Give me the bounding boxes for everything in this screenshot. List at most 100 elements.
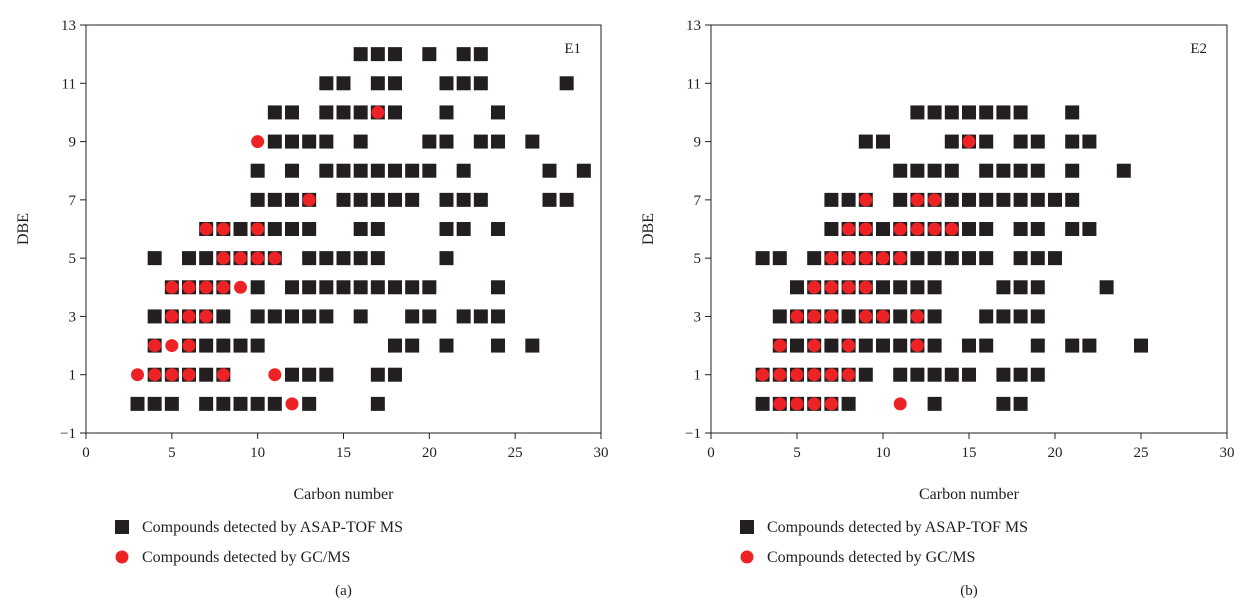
data-point-square: [979, 251, 994, 266]
data-point-square: [996, 396, 1011, 411]
data-point-square: [944, 367, 959, 382]
x-tick-label: 25: [508, 445, 523, 461]
data-point-square: [1013, 367, 1028, 382]
data-point-circle: [824, 368, 838, 382]
data-point-square: [336, 105, 351, 120]
series-gc-ms: [756, 135, 976, 411]
data-point-circle: [251, 251, 265, 265]
data-point-square: [1030, 338, 1045, 353]
x-tick-label: 5: [168, 445, 176, 461]
data-point-square: [319, 367, 334, 382]
data-point-square: [147, 251, 162, 266]
data-point-square: [525, 338, 540, 353]
data-point-square: [910, 105, 925, 120]
data-point-square: [302, 222, 317, 236]
data-point-square: [927, 163, 942, 178]
data-point-circle: [910, 222, 924, 236]
data-point-square: [370, 251, 385, 266]
data-point-square: [1013, 163, 1028, 178]
data-point-square: [456, 76, 471, 91]
data-point-square: [405, 338, 420, 353]
x-tick-label: 20: [422, 445, 437, 461]
data-point-square: [267, 105, 282, 120]
data-point-circle: [859, 222, 873, 236]
data-point-circle: [807, 397, 821, 411]
data-point-circle: [165, 309, 179, 323]
data-point-circle: [234, 280, 247, 294]
y-tick-label: 11: [62, 76, 76, 92]
data-point-square: [576, 163, 591, 178]
data-point-circle: [790, 368, 804, 382]
data-point-square: [927, 367, 942, 382]
data-point-square: [1013, 105, 1028, 120]
data-point-square: [1030, 309, 1045, 324]
data-point-circle: [824, 397, 838, 411]
x-tick-label: 15: [962, 445, 977, 461]
data-point-circle: [285, 397, 299, 411]
data-point-square: [456, 192, 471, 207]
data-point-square: [491, 309, 505, 324]
data-point-square: [302, 309, 317, 324]
data-point-square: [1082, 222, 1097, 236]
legend-label: Compounds detected by ASAP-TOF MS: [142, 519, 403, 536]
data-point-square: [979, 222, 994, 236]
data-point-circle: [790, 397, 804, 411]
data-point-circle: [790, 309, 804, 323]
data-point-circle: [199, 309, 213, 323]
y-tick-label: 9: [694, 135, 702, 151]
data-point-square: [893, 163, 908, 178]
data-point-square: [388, 105, 402, 120]
y-tick-label: 13: [686, 18, 701, 34]
data-point-square: [388, 163, 402, 178]
data-point-square: [927, 105, 942, 120]
y-tick-label: 9: [69, 135, 77, 151]
data-point-square: [388, 367, 402, 382]
data-point-square: [353, 309, 368, 324]
data-point-square: [250, 338, 265, 353]
data-point-square: [302, 251, 317, 266]
data-point-square: [147, 309, 162, 324]
data-point-square: [388, 76, 402, 91]
data-point-square: [267, 396, 282, 411]
data-point-square: [216, 338, 231, 353]
data-point-square: [979, 163, 994, 178]
data-point-square: [893, 338, 908, 353]
data-point-circle: [842, 251, 856, 265]
data-point-circle: [148, 339, 162, 353]
data-point-square: [893, 192, 908, 207]
data-point-square: [473, 134, 488, 149]
data-point-square: [319, 309, 334, 324]
data-point-square: [216, 309, 231, 324]
data-point-square: [1013, 192, 1028, 207]
data-point-square: [1134, 338, 1148, 353]
y-tick-label: 5: [69, 251, 77, 267]
data-point-square: [285, 367, 299, 382]
data-point-square: [353, 192, 368, 207]
data-point-circle: [876, 251, 890, 265]
data-point-square: [996, 280, 1011, 295]
data-point-square: [285, 309, 299, 324]
data-point-circle: [893, 397, 907, 411]
data-point-circle: [773, 368, 787, 382]
y-axis-label: DBE: [15, 213, 32, 245]
data-point-square: [962, 367, 976, 382]
data-point-square: [164, 396, 179, 411]
data-point-square: [841, 396, 856, 411]
data-point-square: [353, 280, 368, 295]
data-point-circle: [165, 368, 179, 382]
data-point-square: [473, 192, 488, 207]
x-tick-label: 25: [1134, 445, 1149, 461]
data-point-circle: [182, 339, 196, 353]
y-tick-label: 7: [69, 193, 77, 209]
data-point-circle: [131, 368, 144, 382]
data-point-circle: [962, 135, 976, 149]
data-point-circle: [859, 193, 873, 207]
data-point-square: [1065, 105, 1080, 120]
data-point-circle: [199, 222, 213, 236]
data-point-square: [130, 396, 145, 411]
data-point-square: [285, 134, 299, 149]
data-point-square: [979, 192, 994, 207]
data-point-square: [1065, 222, 1080, 236]
data-point-square: [388, 192, 402, 207]
